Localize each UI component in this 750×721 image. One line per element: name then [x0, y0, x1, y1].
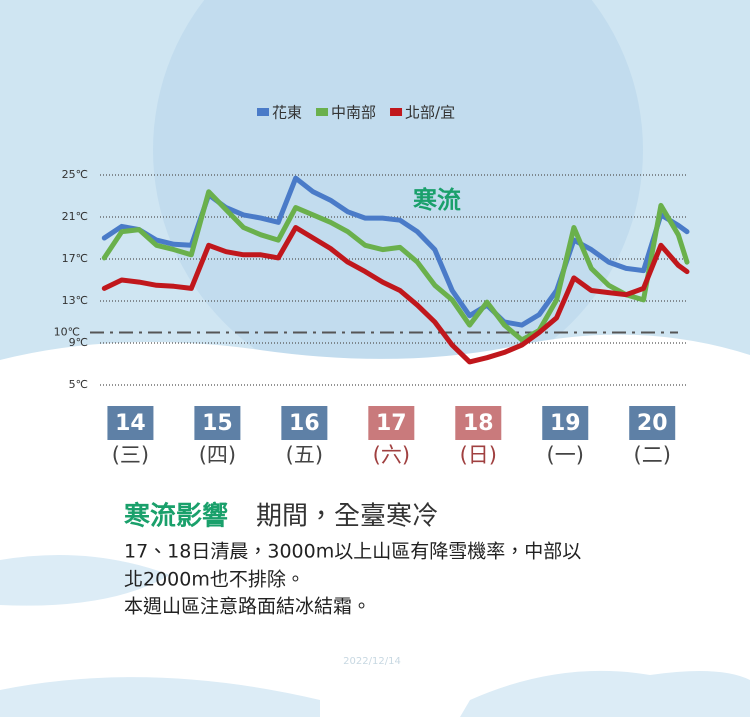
x-tick-label: 16 — [289, 411, 320, 436]
x-tick-label: 14 — [115, 411, 146, 436]
x-tick-label: 20 — [637, 411, 668, 436]
cloud — [0, 677, 320, 717]
body-line: 17、18日清晨，3000m以上山區有降雪機率，中部以 — [124, 541, 581, 563]
date: 2022/12/14 — [343, 656, 401, 667]
x-tick-sublabel: (一) — [547, 443, 584, 467]
y-tick-label: 21℃ — [62, 210, 88, 223]
x-tick-sublabel: (六) — [373, 443, 410, 467]
day-box — [542, 406, 589, 440]
y-tick-label: 5℃ — [69, 378, 88, 391]
y-tick-label: 9℃ — [69, 336, 88, 349]
legend-swatch — [316, 108, 329, 116]
cloud — [0, 555, 170, 606]
day-box — [455, 406, 502, 440]
reference-label: 10℃ — [54, 326, 80, 339]
x-tick-sublabel: (五) — [286, 443, 323, 467]
x-tick-sublabel: (四) — [199, 443, 236, 467]
y-tick-label: 17℃ — [62, 252, 88, 265]
x-tick-label: 19 — [550, 411, 581, 436]
series-line — [101, 189, 690, 343]
y-tick-label: 25℃ — [62, 168, 88, 181]
x-tick-label: 18 — [463, 411, 494, 436]
plot: 5℃ 9℃ 13℃ 17℃ 21℃ 25℃ 10℃ 14 (三) 15 (四) 16 (五) 17 (六) 1… — [54, 104, 690, 467]
day-box — [629, 406, 676, 440]
x-tick-label: 15 — [202, 411, 233, 436]
x-tick-label: 17 — [376, 411, 407, 436]
annotation: 寒流 — [413, 186, 461, 214]
legend-label: 北部/宜 — [405, 104, 455, 122]
headline-highlight: 寒流影響 — [124, 501, 228, 532]
x-tick-sublabel: (日) — [460, 443, 497, 467]
series-line — [101, 225, 690, 365]
legend-label: 中南部 — [331, 104, 376, 122]
headline-rest: 期間，全臺寒冷 — [256, 502, 438, 532]
x-tick-sublabel: (二) — [634, 443, 671, 467]
body-line: 本週山區注意路面結冰結霜。 — [124, 596, 371, 618]
x-tick-sublabel: (三) — [112, 443, 149, 467]
day-box — [107, 406, 154, 440]
emblem — [153, 0, 643, 395]
day-box — [194, 406, 241, 440]
day-box — [281, 406, 328, 440]
cloud — [460, 670, 750, 717]
body-line: 北2000m也不排除。 — [124, 569, 305, 591]
y-tick-label: 13℃ — [62, 294, 88, 307]
legend-swatch — [257, 108, 269, 116]
legend-label: 花東 — [272, 104, 302, 122]
legend-swatch — [390, 108, 403, 116]
day-box — [368, 406, 415, 440]
